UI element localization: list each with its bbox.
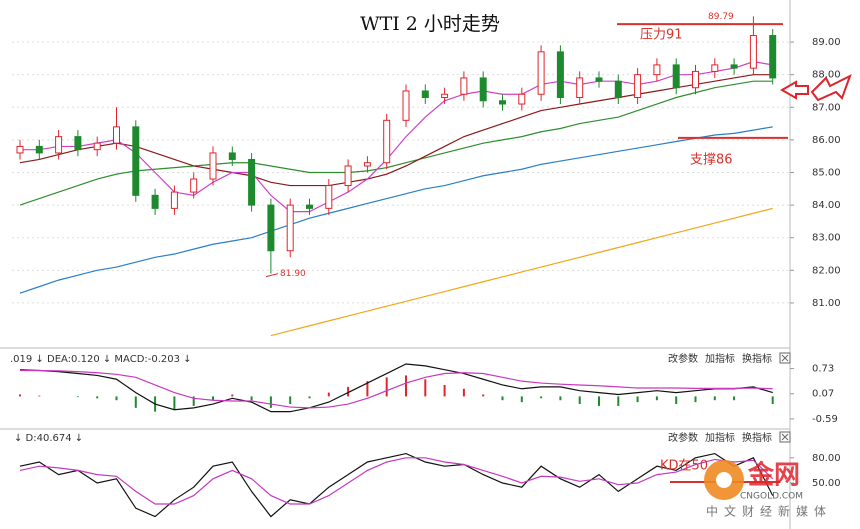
candle-body — [479, 77, 487, 102]
series-line — [19, 452, 774, 518]
candle-body — [653, 64, 661, 76]
candle-body — [306, 204, 313, 209]
candle-body — [286, 204, 294, 252]
candle-body — [421, 90, 429, 99]
candle-body — [692, 70, 699, 89]
candle-body — [634, 74, 642, 98]
candle-body — [595, 77, 603, 82]
y-tick-label: 50.00 — [812, 478, 841, 489]
y-tick-label: 89.00 — [812, 37, 841, 48]
tool-button[interactable]: 加指标 — [705, 352, 735, 365]
level-label: 压力91 — [640, 28, 683, 43]
tool-button[interactable]: 改参数 — [668, 352, 698, 365]
toolbar: 改参数 加指标 换指标 改参数 加指标 换指标 — [668, 352, 791, 444]
candle-body — [344, 165, 352, 187]
watermark-logo-inner — [716, 472, 732, 488]
candle-body — [614, 80, 622, 99]
series-line — [19, 74, 773, 187]
candle-body — [113, 126, 120, 144]
candle-body — [325, 185, 333, 209]
candle-body — [74, 136, 82, 151]
candle-body — [402, 90, 410, 121]
y-tick-label: 87.00 — [812, 102, 841, 113]
candle-body — [55, 136, 63, 154]
low-pointer — [265, 273, 279, 278]
level-label: 支撑86 — [690, 153, 733, 168]
candle-body — [151, 194, 159, 209]
watermark-slogan: 中文财经新媒体 — [706, 504, 832, 519]
candle-body — [556, 51, 564, 98]
watermark-logo-text: 金网 — [747, 460, 800, 491]
y-tick-label: 83.00 — [812, 233, 841, 244]
candle-body — [132, 126, 140, 196]
candle-body — [576, 77, 584, 99]
y-tick-label: 85.00 — [812, 168, 841, 179]
tool-button[interactable]: 换指标 — [742, 431, 772, 444]
candle-body — [711, 64, 719, 72]
y-tick-label: 0.73 — [812, 364, 834, 375]
indicator-header: .019 ↓ DEA:0.120 ↓ MACD:-0.203 ↓ — [10, 354, 192, 365]
y-tick-label: 81.00 — [812, 298, 841, 309]
candle-body — [190, 178, 198, 193]
y-tick-label: 82.00 — [812, 265, 841, 276]
candle-body — [209, 152, 217, 180]
y-tick-label: 80.00 — [812, 453, 841, 464]
y-tick-label: 86.00 — [812, 135, 841, 146]
arrow-icon — [779, 80, 809, 100]
candle-body — [672, 64, 680, 89]
series-line — [20, 369, 773, 409]
series-line — [19, 457, 774, 505]
candle-body — [248, 158, 256, 206]
close-icon — [781, 354, 789, 362]
series-line — [20, 61, 773, 213]
candle-body — [441, 93, 449, 98]
candle-body — [769, 35, 777, 79]
tool-button[interactable]: 加指标 — [705, 431, 735, 444]
candle-body — [93, 142, 101, 151]
candle-body — [518, 93, 526, 105]
y-tick-label: 0.07 — [812, 389, 834, 400]
candle-body — [363, 162, 371, 167]
note-label: KD在50 — [660, 459, 708, 474]
tool-button[interactable]: 改参数 — [668, 431, 698, 444]
chart-title: WTI 2 小时走势 — [360, 13, 500, 35]
tool-button[interactable]: 换指标 — [742, 352, 772, 365]
candle-body — [460, 77, 468, 95]
candle-body — [499, 100, 506, 105]
y-tick-label: 84.00 — [812, 200, 841, 211]
candle-body — [383, 119, 391, 164]
candle-body — [35, 145, 43, 154]
low-label: 81.90 — [280, 269, 306, 279]
candle-body — [537, 51, 545, 95]
arrow-icon — [810, 73, 852, 102]
series-line — [19, 363, 773, 413]
indicator-header: ↓ D:40.674 ↓ — [14, 433, 83, 444]
candle-body — [749, 35, 757, 69]
candle-body — [228, 152, 236, 160]
watermark-site: CNGOLD.COM — [740, 492, 803, 502]
series-line — [270, 207, 773, 337]
candle-body — [267, 204, 275, 252]
candle-body — [16, 145, 24, 154]
y-tick-label: 88.00 — [812, 70, 841, 81]
candle-body — [730, 64, 738, 69]
series-line — [19, 126, 773, 294]
y-tick-label: -0.59 — [812, 414, 838, 425]
candle-body — [170, 191, 178, 209]
series-line — [19, 80, 773, 206]
high-label: 89.79 — [708, 12, 734, 22]
close-icon — [781, 433, 789, 441]
